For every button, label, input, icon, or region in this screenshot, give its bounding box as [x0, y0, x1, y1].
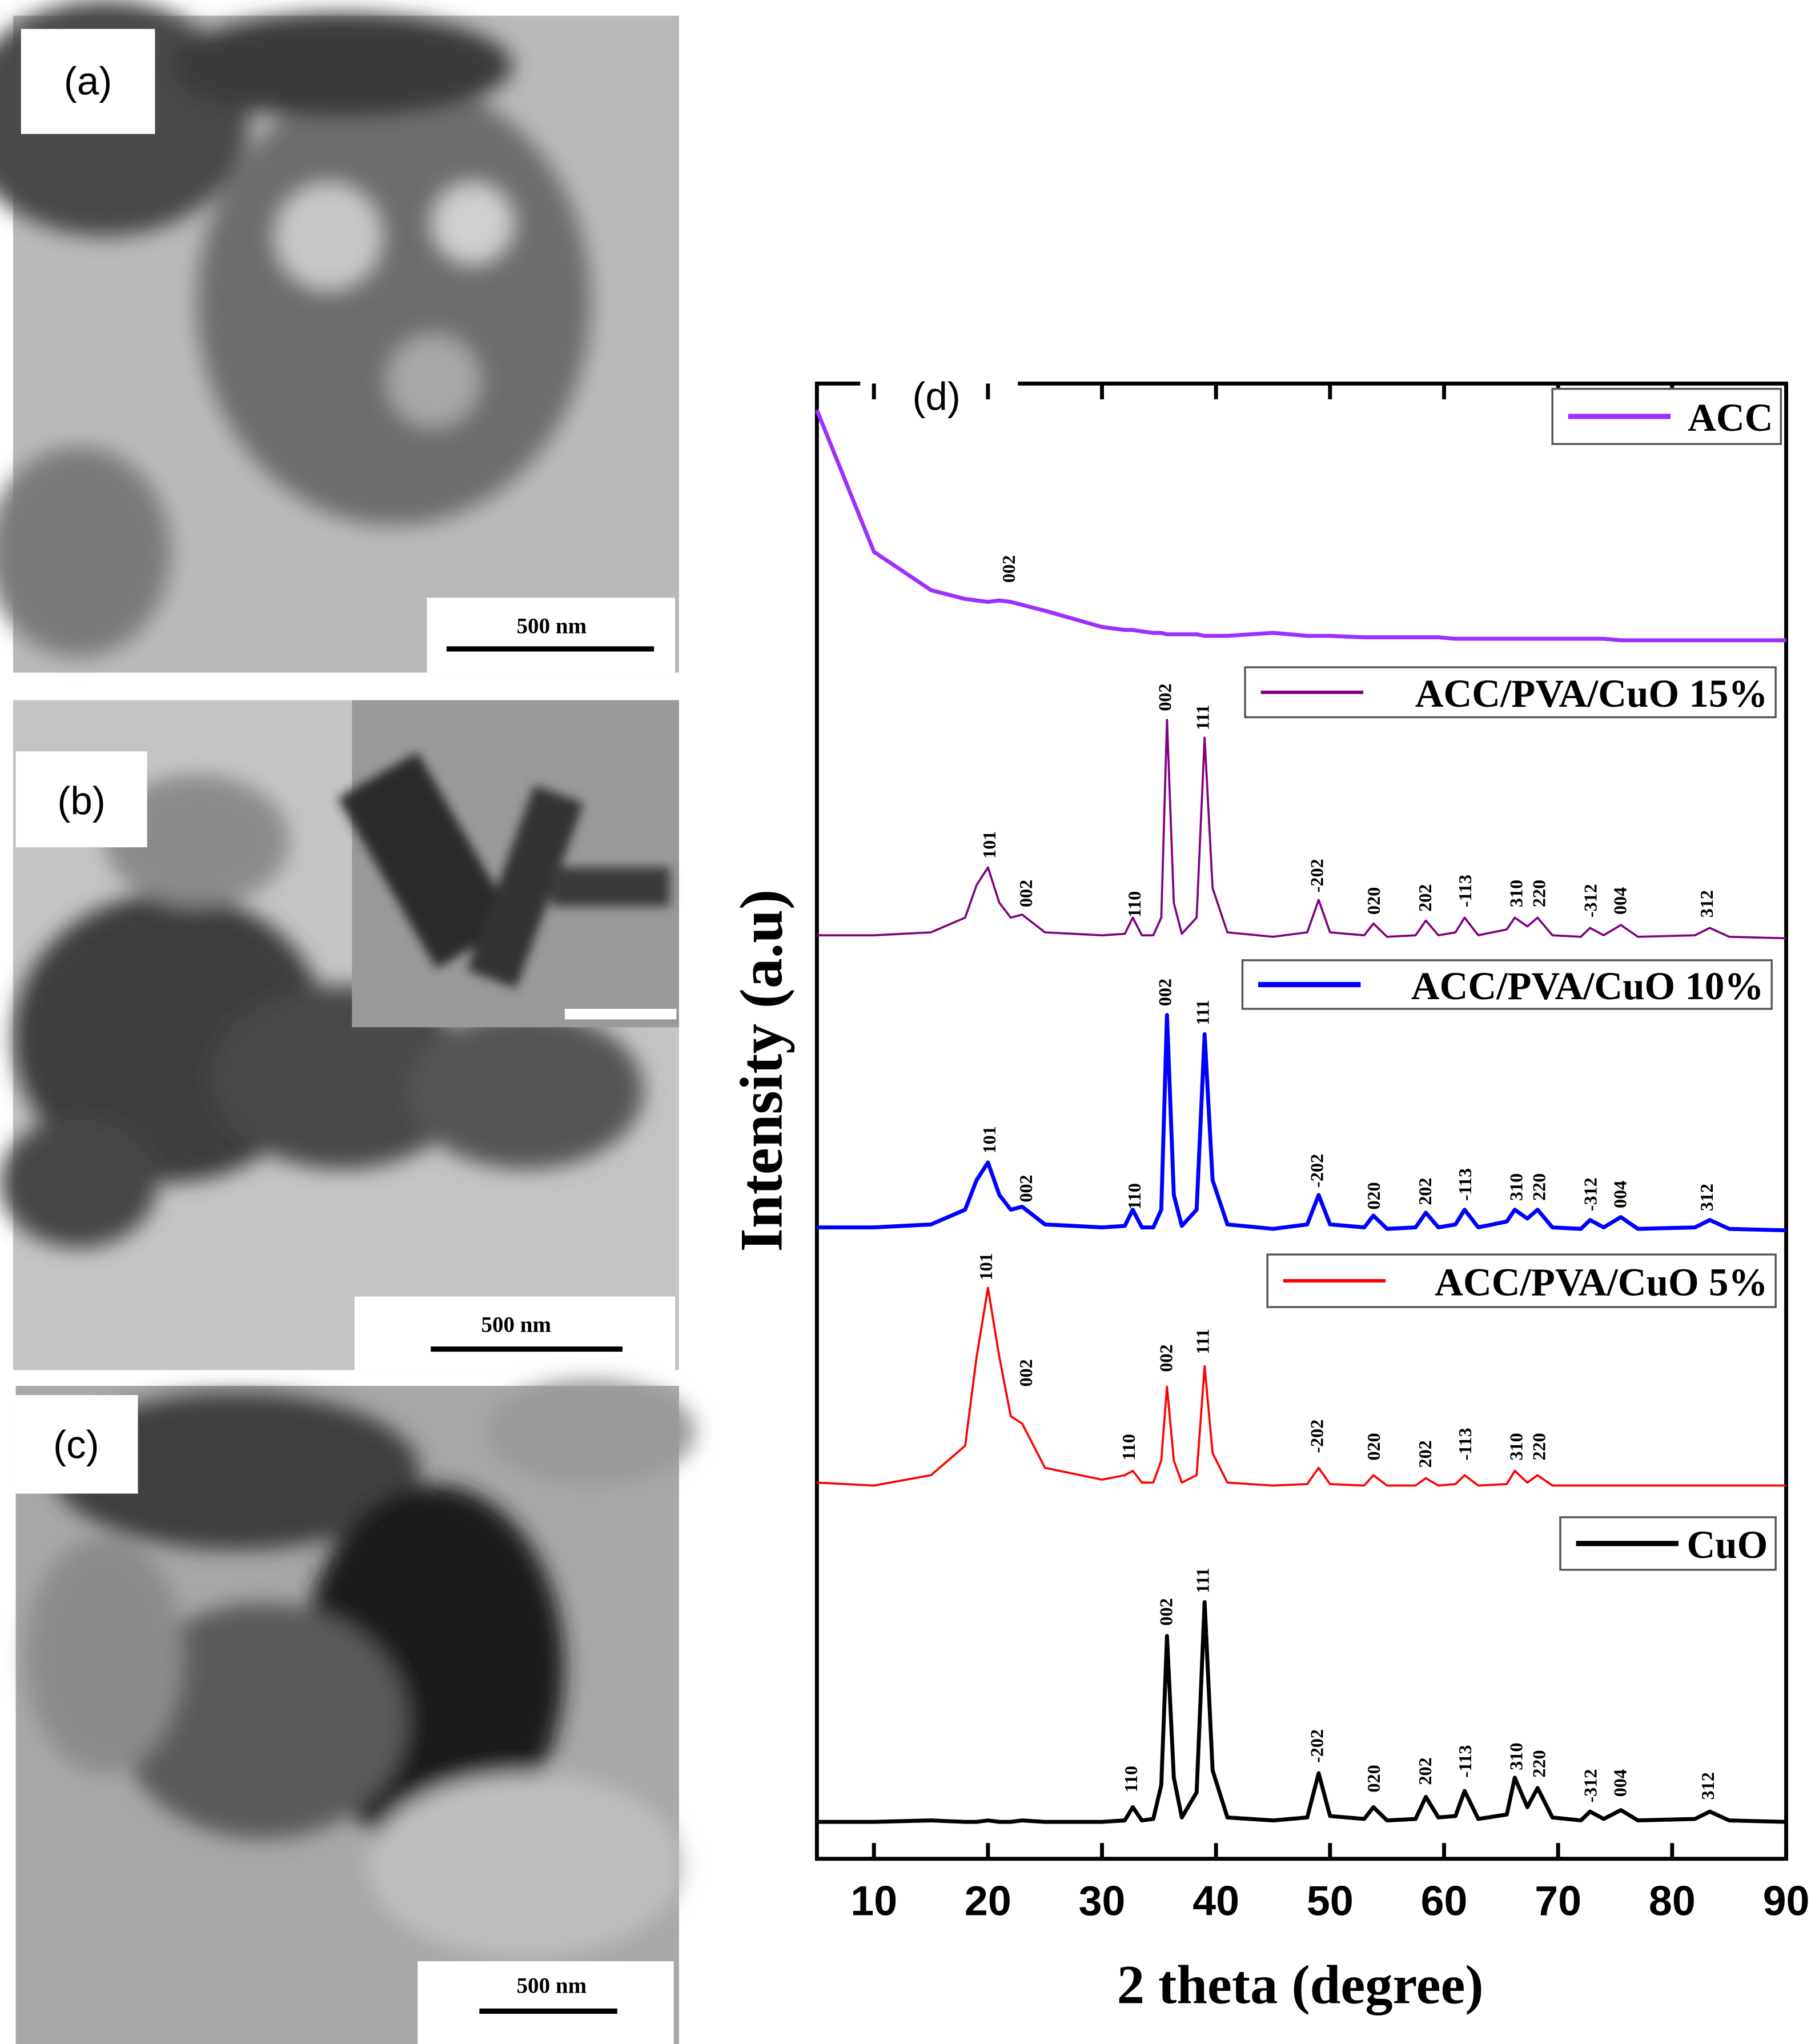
legend-label: ACC/PVA/CuO 15% [1415, 672, 1768, 715]
series-line [817, 1286, 1786, 1487]
peak-label: 111 [1192, 1568, 1213, 1593]
peak-label: -113 [1455, 1168, 1475, 1201]
x-tick-label: 50 [1307, 1877, 1354, 1925]
peak-label: 020 [1363, 1182, 1384, 1209]
peak-label: 020 [1363, 1433, 1384, 1460]
peak-label: 002 [1015, 1175, 1036, 1202]
peak-label: 020 [1363, 1765, 1384, 1792]
peak-label: 101 [979, 1126, 999, 1153]
peak-label: 004 [1609, 1769, 1630, 1797]
legend-label: ACC [1688, 396, 1773, 439]
legend-label: CuO [1687, 1523, 1768, 1566]
x-tick-label: 40 [1192, 1877, 1239, 1925]
peak-label: -113 [1455, 875, 1475, 907]
scale-bar-label: 500 nm [481, 1313, 551, 1337]
x-tick-label: 60 [1421, 1877, 1468, 1925]
peak-label: 002 [1015, 1359, 1036, 1386]
x-tick-label: 90 [1763, 1877, 1810, 1925]
peak-label: 101 [979, 831, 999, 859]
peak-label: 310 [1506, 1173, 1527, 1201]
peak-label: 111 [1192, 1000, 1213, 1025]
peak-label: 110 [1124, 891, 1145, 918]
peak-label: 002 [1155, 683, 1175, 711]
peak-label: 002 [1015, 880, 1036, 907]
peak-label: 202 [1415, 884, 1435, 912]
peak-label: 110 [1118, 1434, 1139, 1461]
peak-label: 111 [1192, 1329, 1213, 1354]
peak-label: 220 [1529, 1433, 1549, 1460]
peak-label: 101 [975, 1253, 996, 1280]
peak-label: -202 [1306, 1154, 1327, 1188]
panel-label: (a) [64, 59, 112, 103]
peak-label: -113 [1455, 1745, 1475, 1778]
x-tick-label: 10 [850, 1877, 897, 1925]
peak-label: 310 [1506, 880, 1527, 907]
peak-label: 002 [1155, 979, 1175, 1006]
scale-bar-label: 500 nm [517, 614, 587, 638]
peak-label: 312 [1696, 890, 1717, 917]
peak-label: 002 [1156, 1344, 1176, 1372]
peak-label: 220 [1529, 1750, 1549, 1777]
peak-label: -312 [1580, 884, 1600, 917]
series-line [817, 1600, 1786, 1824]
peak-label: 002 [998, 555, 1019, 583]
legend-label: ACC/PVA/CuO 10% [1411, 964, 1764, 1008]
peak-label: 312 [1697, 1772, 1718, 1799]
x-axis-title: 2 theta (degree) [1117, 1954, 1484, 2015]
scale-bar-label: 500 nm [517, 1973, 587, 1998]
series-line [817, 719, 1786, 940]
x-tick-label: 20 [965, 1877, 1011, 1925]
peak-label: 110 [1121, 1766, 1141, 1793]
peak-label: 202 [1415, 1178, 1435, 1205]
x-tick-label: 80 [1649, 1877, 1696, 1925]
peak-label: 202 [1415, 1440, 1435, 1468]
series-line [817, 1013, 1786, 1233]
y-axis-title: Intensity (a.u) [728, 889, 794, 1252]
peak-label: -312 [1580, 1177, 1600, 1211]
legend-label: ACC/PVA/CuO 5% [1435, 1260, 1768, 1304]
x-tick-label: 30 [1079, 1877, 1126, 1925]
peak-label: 310 [1506, 1743, 1527, 1770]
panel-label: (b) [57, 779, 105, 823]
tem-image-a: (a) 500 nm [0, 0, 679, 673]
peak-label: 312 [1696, 1184, 1717, 1211]
peak-label: 111 [1192, 705, 1213, 731]
peak-label: -312 [1580, 1769, 1600, 1803]
series-line [815, 409, 1786, 643]
tem-image-c: (c) 500 nm [15, 1379, 696, 2044]
peak-label: -202 [1306, 859, 1327, 892]
panel-label: (c) [53, 1422, 99, 1466]
peak-label: 220 [1529, 1173, 1549, 1201]
peak-label: 110 [1124, 1183, 1145, 1210]
peak-label: 202 [1415, 1757, 1435, 1785]
panel-label: (d) [912, 374, 960, 418]
peak-label: 004 [1609, 887, 1630, 915]
peak-label: 020 [1363, 887, 1384, 915]
peak-label: 004 [1609, 1181, 1630, 1208]
peak-label: 220 [1529, 880, 1549, 907]
x-tick-label: 70 [1535, 1877, 1581, 1925]
peak-label: 002 [1156, 1598, 1176, 1625]
peak-label: -113 [1455, 1428, 1475, 1460]
tem-image-b: (b) 500 nm [0, 700, 679, 1370]
xrd-chart: (d) 2 theta (degree) Intensity (a.u) 10 2… [728, 374, 1809, 2015]
plot-frame [814, 382, 1788, 1861]
peak-label: -202 [1306, 1420, 1327, 1453]
peak-label: 310 [1506, 1433, 1527, 1460]
peak-label: -202 [1306, 1729, 1327, 1763]
